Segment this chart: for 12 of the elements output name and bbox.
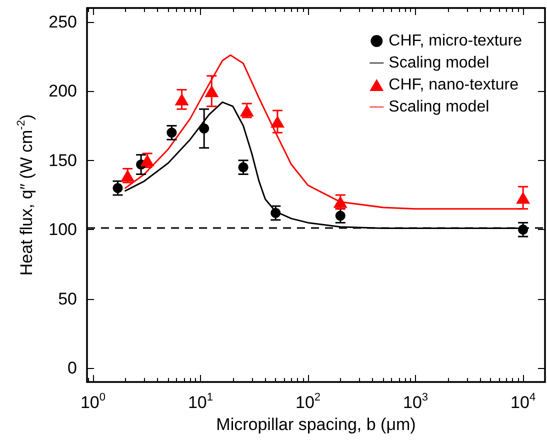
y-tick-label: 250 [48, 12, 77, 32]
legend-label: CHF, nano-texture [388, 76, 519, 94]
y-tick-label: 100 [48, 220, 77, 240]
y-tick-label: 150 [48, 150, 77, 170]
y-axis-title: Heat flux, q″ (W cm-2) [16, 114, 36, 276]
legend-label: Scaling model [388, 54, 490, 72]
x-axis-title: Micropillar spacing, b (μm) [216, 414, 416, 434]
y-tick-label: 200 [48, 82, 77, 101]
y-tick-label: 50 [58, 289, 77, 308]
legend-label: Scaling model [388, 98, 490, 116]
y-tick-label: 0 [68, 358, 77, 378]
legend-label: CHF, micro-texture [388, 32, 522, 50]
